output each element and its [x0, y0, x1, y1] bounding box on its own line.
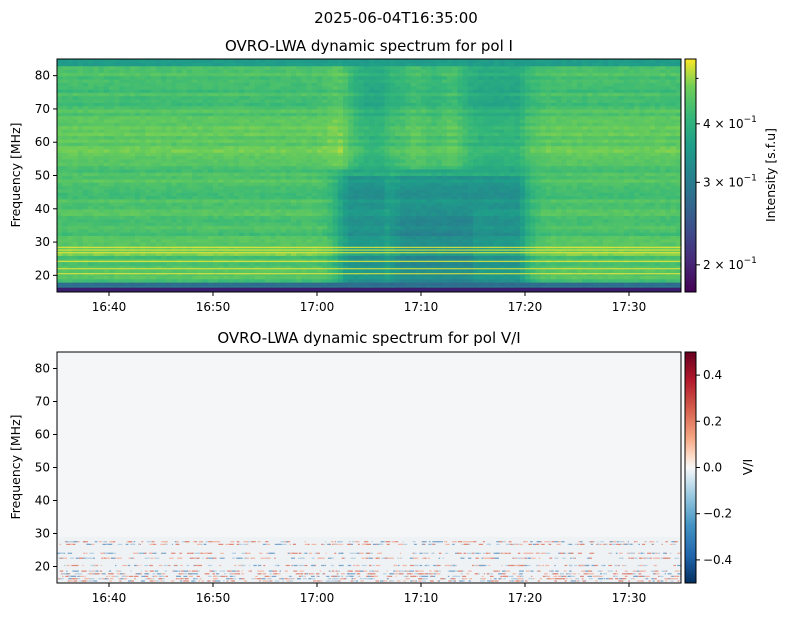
- pol-i-ylabel: Frequency [MHz]: [8, 122, 23, 227]
- panel-pol-vi-title: OVRO-LWA dynamic spectrum for pol V/I: [217, 329, 520, 347]
- pol-i-xtick-label: 17:30: [612, 300, 647, 314]
- pol-vi-ytick-label: 40: [35, 494, 50, 508]
- pol-vi-ylabel: Frequency [MHz]: [8, 414, 23, 519]
- pol-vi-xtick-label: 16:40: [92, 591, 127, 605]
- pol-i-ytick-label: 40: [35, 202, 50, 216]
- pol-vi-xtick-label: 16:50: [196, 591, 231, 605]
- pol-i-xtick-label: 17:10: [404, 300, 439, 314]
- pol-vi-ytick-label: 20: [35, 560, 50, 574]
- pol-i-xtick-label: 17:20: [508, 300, 543, 314]
- pol-i-colorbar-frame: [684, 58, 697, 293]
- pol-i-y-ticks: 20 30 40 50 60 70 80: [35, 69, 57, 282]
- pol-i-xtick-label: 17:00: [300, 300, 335, 314]
- pol-i-colorbar-ticks: 2 × 10−1 3 × 10−1 4 × 10−1: [696, 77, 757, 272]
- pol-vi-cbar-tick-label: 0.0: [703, 461, 722, 475]
- panel-pol-i-title: OVRO-LWA dynamic spectrum for pol I: [225, 37, 513, 55]
- pol-i-ytick-label: 60: [35, 135, 50, 149]
- pol-vi-cbar-tick-label: 0.4: [703, 368, 722, 382]
- panel-pol-i: OVRO-LWA dynamic spectrum for pol I 20 30…: [8, 37, 778, 314]
- pol-vi-colorbar-label: V/I: [740, 459, 755, 475]
- pol-i-rfi-line: [57, 249, 681, 251]
- pol-i-ytick-label: 70: [35, 102, 50, 116]
- panel-pol-vi: OVRO-LWA dynamic spectrum for pol V/I 20…: [8, 329, 755, 605]
- pol-i-rfi-line: [57, 260, 681, 262]
- figure-suptitle: 2025-06-04T16:35:00: [314, 9, 478, 27]
- pol-i-ytick-label: 80: [35, 69, 50, 83]
- pol-vi-cbar-tick-label: 0.2: [703, 414, 722, 428]
- pol-i-colorbar-label: Intensity [s.f.u]: [763, 128, 778, 222]
- pol-i-rfi-line: [57, 246, 681, 248]
- pol-vi-ytick-label: 30: [35, 527, 50, 541]
- pol-i-ytick-label: 20: [35, 268, 50, 282]
- pol-i-cbar-tick-label: 3 × 10−1: [703, 173, 757, 189]
- pol-vi-ytick-label: 60: [35, 428, 50, 442]
- pol-vi-xtick-label: 17:10: [404, 591, 439, 605]
- pol-vi-ytick-label: 50: [35, 461, 50, 475]
- pol-vi-xtick-label: 17:00: [300, 591, 335, 605]
- pol-i-xtick-label: 16:40: [92, 300, 127, 314]
- pol-i-xtick-label: 16:50: [196, 300, 231, 314]
- pol-vi-heatmap: [57, 352, 681, 583]
- pol-vi-colorbar: [685, 352, 696, 583]
- pol-i-ytick-label: 50: [35, 169, 50, 183]
- pol-i-cbar-tick-label: 4 × 10−1: [703, 115, 757, 131]
- pol-i-cbar-tick-label: 2 × 10−1: [703, 256, 757, 272]
- pol-i-x-ticks: 16:40 16:50 17:00 17:10 17:20 17:30: [92, 292, 647, 314]
- pol-i-rfi-line: [57, 273, 681, 275]
- pol-i-rfi-line: [57, 252, 681, 254]
- pol-vi-cbar-tick-label: −0.4: [703, 553, 732, 567]
- pol-i-rfi-line: [57, 268, 681, 270]
- pol-vi-xtick-label: 17:20: [508, 591, 543, 605]
- pol-i-ytick-label: 30: [35, 235, 50, 249]
- pol-vi-ytick-label: 70: [35, 395, 50, 409]
- pol-vi-colorbar-ticks: 0.4 0.2 0.0 −0.2 −0.4: [696, 368, 732, 567]
- pol-i-colorbar: [685, 59, 696, 292]
- pol-vi-x-ticks: 16:40 16:50 17:00 17:10 17:20 17:30: [92, 583, 647, 605]
- pol-vi-y-ticks: 20 30 40 50 60 70 80: [35, 362, 57, 574]
- pol-vi-xtick-label: 17:30: [612, 591, 647, 605]
- pol-vi-ytick-label: 80: [35, 362, 50, 376]
- pol-i-bottom-band: [57, 287, 681, 292]
- pol-i-heatmap: [57, 59, 681, 292]
- pol-vi-cbar-tick-label: −0.2: [703, 507, 732, 521]
